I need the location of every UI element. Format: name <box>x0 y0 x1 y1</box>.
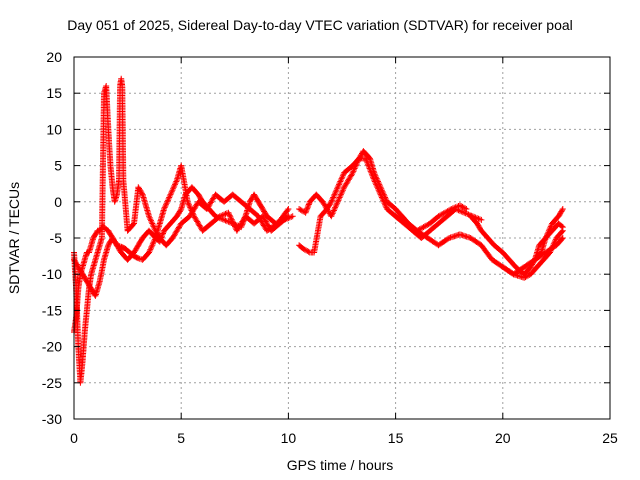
chart-title: Day 051 of 2025, Sidereal Day-to-day VTE… <box>67 17 573 33</box>
x-tick-label: 20 <box>495 430 511 446</box>
series-markers <box>499 227 566 281</box>
y-tick-label: 15 <box>46 85 62 101</box>
y-axis-label: SDTVAR / TECUs <box>6 181 22 295</box>
y-tick-label: 5 <box>54 158 62 174</box>
y-tick-label: -25 <box>42 375 62 391</box>
x-tick-label: 25 <box>602 430 618 446</box>
y-tick-label: -5 <box>50 230 63 246</box>
y-tick-label: 10 <box>46 121 62 137</box>
y-tick-label: -30 <box>42 411 62 427</box>
y-tick-label: -15 <box>42 302 62 318</box>
marks <box>71 75 566 386</box>
y-tick-label: 0 <box>54 194 62 210</box>
y-tick-label: -20 <box>42 339 62 355</box>
series-track-h <box>499 227 566 281</box>
y-tick-label: -10 <box>42 266 62 282</box>
x-tick-label: 15 <box>388 430 404 446</box>
series-track-i <box>532 206 566 263</box>
x-axis-label: GPS time / hours <box>286 457 394 473</box>
axes: 0 5 10 15 20 25 -30 -25 -20 -15 -10 -5 0 5 10 15 20 <box>42 49 618 446</box>
x-tick-label: 10 <box>281 430 297 446</box>
series-markers <box>532 206 566 263</box>
x-tick-label: 0 <box>70 430 78 446</box>
y-tick-label: 20 <box>46 49 62 65</box>
x-tick-label: 5 <box>177 430 185 446</box>
